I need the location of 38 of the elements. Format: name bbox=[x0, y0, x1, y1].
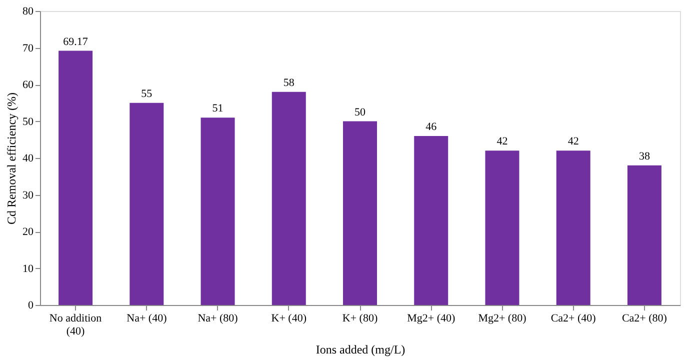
data-label: 38 bbox=[638, 150, 650, 162]
x-tick-label: Ca2+ (40) bbox=[550, 312, 596, 324]
x-tick-label: K+ (40) bbox=[271, 312, 307, 324]
bar bbox=[627, 165, 662, 305]
y-axis-title: Cd Removal efficiency (%) bbox=[4, 92, 18, 225]
y-tick-label: 0 bbox=[28, 300, 34, 312]
data-label: 46 bbox=[426, 120, 438, 133]
data-label: 42 bbox=[568, 136, 579, 148]
bar bbox=[485, 150, 520, 305]
x-tick-label: Ca2+ (80) bbox=[622, 312, 668, 324]
data-label: 55 bbox=[141, 88, 153, 100]
data-label: 58 bbox=[283, 76, 295, 89]
x-tick-label: Mg2+ (80) bbox=[478, 312, 527, 324]
bar bbox=[556, 150, 590, 305]
bar bbox=[343, 121, 377, 305]
x-tick-label: Na+ (40) bbox=[126, 312, 168, 324]
x-axis-title: Ions added (mg/L) bbox=[316, 342, 406, 356]
y-tick-label: 80 bbox=[22, 6, 34, 18]
bar bbox=[272, 92, 306, 305]
bar bbox=[200, 118, 235, 305]
data-label: 69.17 bbox=[63, 36, 88, 48]
data-label: 50 bbox=[354, 106, 366, 118]
x-tick-label: K+ (80) bbox=[342, 312, 378, 324]
y-tick-label: 60 bbox=[22, 79, 34, 91]
bar bbox=[414, 136, 448, 305]
y-tick-label: 30 bbox=[22, 189, 34, 202]
x-tick-label: No addition (40) bbox=[49, 312, 102, 338]
y-tick-label: 10 bbox=[22, 262, 34, 275]
bar bbox=[58, 50, 93, 305]
data-label: 51 bbox=[212, 102, 224, 115]
data-label: 42 bbox=[496, 136, 508, 148]
x-tick-label: Na+ (80) bbox=[198, 312, 238, 324]
y-tick-label: 70 bbox=[22, 42, 34, 54]
bar bbox=[130, 102, 164, 305]
y-tick-label: 20 bbox=[22, 226, 34, 238]
y-tick-label: 50 bbox=[22, 116, 34, 128]
y-tick-label: 40 bbox=[22, 152, 34, 164]
x-tick-label: Mg2+ (40) bbox=[407, 312, 456, 324]
